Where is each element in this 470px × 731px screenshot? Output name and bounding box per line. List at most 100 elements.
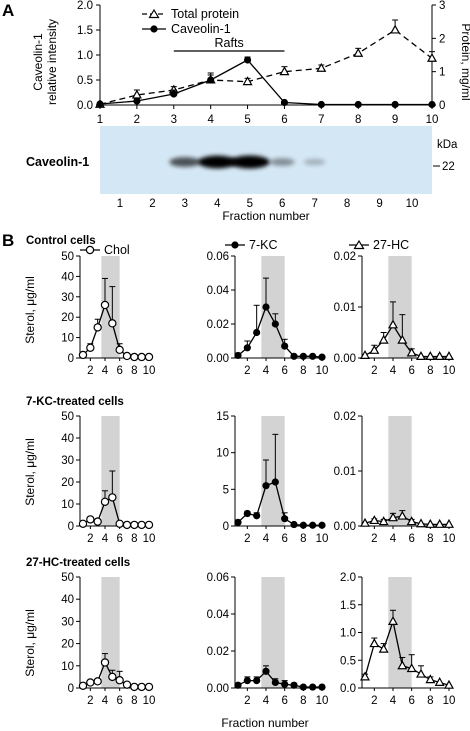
- x-tick-label: 8: [131, 533, 137, 545]
- panel-a-right-tick-label: 3: [439, 0, 445, 12]
- blot-lane-label: 10: [406, 198, 419, 210]
- y-tick-label: 50: [61, 411, 74, 423]
- data-point: [130, 682, 139, 692]
- data-point: [271, 478, 279, 486]
- data-point: [86, 343, 95, 352]
- data-point: [115, 519, 124, 529]
- data-point: [309, 352, 317, 360]
- series-line: [364, 323, 449, 358]
- data-point: [78, 519, 88, 529]
- blot-band-lane-5: [229, 155, 270, 169]
- data-point: [406, 516, 417, 526]
- data-point: [299, 352, 307, 360]
- panel-a-right-tick-label: 0: [439, 100, 445, 112]
- x-tick-label: 2: [87, 695, 93, 707]
- data-point: [122, 680, 132, 689]
- data-point: [387, 319, 399, 329]
- blot-marker-22: 22: [442, 161, 455, 173]
- data-point: [378, 334, 389, 344]
- y-tick-label: 0.06: [207, 572, 229, 584]
- panel-a-y-left-label-line2: relative intensity: [45, 19, 59, 105]
- caveolin-1-point: [133, 97, 141, 105]
- x-tick-label: 4: [263, 533, 270, 545]
- y-tick-label: 10: [216, 448, 229, 460]
- panel-a-x-tick-label: 1: [97, 114, 103, 126]
- row-ylabel-27hc-treated: Sterol, μg/ml: [23, 609, 37, 677]
- x-tick-label: 2: [371, 365, 377, 377]
- data-point: [369, 515, 380, 525]
- data-point: [108, 672, 117, 682]
- panel-a-x-tick-label: 4: [207, 114, 214, 126]
- caveolin-1-point: [428, 100, 436, 109]
- data-point: [234, 351, 242, 360]
- blot-band-lane-4: [197, 155, 237, 169]
- subplot-2-3: 0.00 0.01 0.02 2 4 6 8 10: [334, 411, 456, 545]
- x-tick-label: 4: [390, 533, 397, 545]
- total-protein-point: [390, 24, 401, 34]
- y-tick-label: 0.00: [207, 683, 229, 695]
- x-tick-label: 10: [316, 533, 329, 545]
- x-tick-label: 4: [263, 365, 270, 377]
- x-tick-label: 8: [131, 695, 137, 707]
- caveolin-1-point: [391, 100, 399, 109]
- y-tick-label: 0.04: [207, 285, 230, 297]
- data-point: [262, 303, 270, 311]
- data-point: [290, 352, 298, 360]
- y-tick-label: 10: [61, 661, 74, 673]
- raft-shading: [388, 577, 412, 688]
- rafts-label: Rafts: [215, 36, 244, 50]
- x-tick-label: 6: [408, 365, 414, 377]
- x-tick-label: 8: [427, 695, 433, 707]
- y-tick-label: 2.0: [340, 572, 356, 584]
- data-point: [425, 351, 436, 361]
- data-point: [378, 516, 389, 526]
- series-line: [237, 481, 322, 526]
- x-tick-label: 8: [300, 533, 306, 545]
- x-tick-label: 10: [443, 695, 456, 707]
- row-title-control: Control cells: [26, 235, 96, 247]
- caveolin-1-point: [243, 56, 252, 64]
- y-tick-label: 20: [61, 312, 74, 324]
- x-tick-label: 8: [131, 365, 137, 377]
- data-point: [281, 515, 289, 523]
- series-line: [364, 618, 450, 686]
- data-point: [309, 683, 317, 691]
- legend-chol-marker: [85, 245, 95, 255]
- data-point: [359, 517, 371, 527]
- data-point: [130, 352, 139, 362]
- blot-band-lane-7: [303, 158, 326, 166]
- data-point: [318, 521, 326, 529]
- subplot-2-1: 0 10 20 30 40 50 2 4 6 8 10: [61, 411, 155, 545]
- data-point: [122, 520, 132, 530]
- y-tick-label: 0.01: [334, 302, 356, 314]
- total-protein-point: [279, 66, 290, 76]
- panel-a-left-tick-label: 1.5: [77, 25, 93, 37]
- blot-lane-label: 7: [311, 198, 317, 210]
- subplot-2-2: 0 5 10 15 2 4 6 8 10: [216, 411, 328, 545]
- data-point: [100, 497, 110, 506]
- data-point: [318, 683, 326, 691]
- subplot-3-1: 0 10 20 30 40 50 2 4 6 8 10: [61, 572, 155, 707]
- total-protein-point: [426, 52, 438, 62]
- data-point: [299, 683, 307, 691]
- panel-a-x-tick-label: 9: [392, 114, 398, 126]
- data-point: [243, 509, 251, 518]
- data-point: [78, 350, 88, 360]
- caveolin-1-point: [207, 76, 215, 84]
- panel-a-x-tick-label: 10: [426, 114, 439, 126]
- legend-27hc-marker: [353, 239, 365, 250]
- panel-a-chart: Caveolin-1 relative intensity Protein, m…: [31, 0, 470, 126]
- x-tick-label: 6: [116, 365, 122, 377]
- blot-x-label: Fraction number: [222, 209, 309, 223]
- x-tick-label: 10: [316, 695, 329, 707]
- data-point: [144, 682, 154, 692]
- data-point: [397, 510, 408, 520]
- western-blot: Caveolin-1 kDa 22 1 2 3 4 5 6 7 8 9 10 Fraction n…: [26, 126, 458, 223]
- blot-lane-label: 6: [279, 198, 285, 210]
- y-tick-label: 40: [61, 271, 74, 283]
- y-tick-label: 30: [61, 292, 74, 304]
- data-point: [93, 677, 102, 686]
- data-point: [100, 300, 110, 310]
- series-line: [364, 515, 449, 525]
